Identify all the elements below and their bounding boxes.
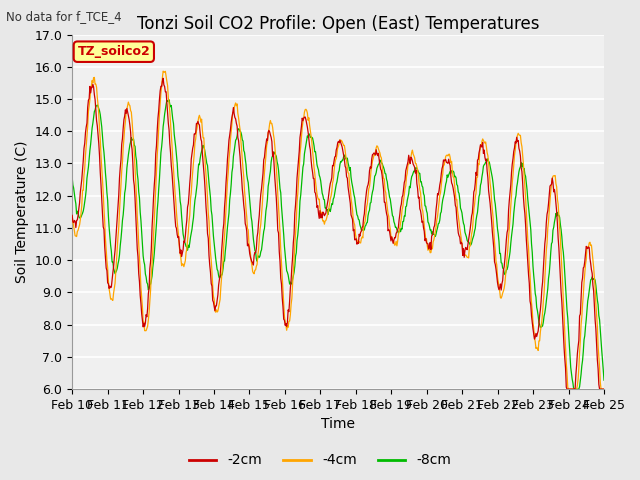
-2cm bbox=[216, 277, 223, 283]
-8cm bbox=[78, 212, 86, 218]
-2cm bbox=[68, 213, 76, 218]
-8cm bbox=[600, 377, 608, 383]
-4cm bbox=[600, 386, 608, 392]
-8cm bbox=[419, 184, 427, 190]
-4cm bbox=[403, 170, 411, 176]
Title: Tonzi Soil CO2 Profile: Open (East) Temperatures: Tonzi Soil CO2 Profile: Open (East) Temp… bbox=[137, 15, 540, 33]
-8cm bbox=[570, 386, 577, 392]
-2cm bbox=[403, 162, 411, 168]
Line: -4cm: -4cm bbox=[72, 71, 604, 389]
-8cm bbox=[188, 230, 195, 236]
-2cm bbox=[159, 75, 167, 81]
Line: -8cm: -8cm bbox=[72, 100, 604, 389]
-4cm bbox=[78, 203, 86, 209]
-8cm bbox=[132, 157, 140, 163]
X-axis label: Time: Time bbox=[321, 418, 355, 432]
-4cm bbox=[564, 386, 572, 392]
-2cm bbox=[600, 386, 608, 392]
-8cm bbox=[68, 174, 76, 180]
-4cm bbox=[216, 300, 223, 306]
-2cm bbox=[132, 229, 140, 235]
Line: -2cm: -2cm bbox=[72, 78, 604, 389]
-8cm bbox=[216, 276, 223, 281]
-2cm bbox=[188, 156, 195, 162]
-2cm bbox=[419, 218, 427, 224]
Legend: -2cm, -4cm, -8cm: -2cm, -4cm, -8cm bbox=[183, 448, 457, 473]
-4cm bbox=[188, 190, 195, 196]
-4cm bbox=[159, 68, 167, 74]
-8cm bbox=[165, 97, 173, 103]
-2cm bbox=[563, 386, 571, 392]
Text: No data for f_TCE_4: No data for f_TCE_4 bbox=[6, 10, 122, 23]
-2cm bbox=[78, 177, 86, 182]
-4cm bbox=[132, 194, 140, 200]
Y-axis label: Soil Temperature (C): Soil Temperature (C) bbox=[15, 141, 29, 283]
-4cm bbox=[68, 214, 76, 219]
Text: TZ_soilco2: TZ_soilco2 bbox=[77, 45, 150, 58]
-4cm bbox=[419, 208, 427, 214]
-8cm bbox=[403, 198, 411, 204]
